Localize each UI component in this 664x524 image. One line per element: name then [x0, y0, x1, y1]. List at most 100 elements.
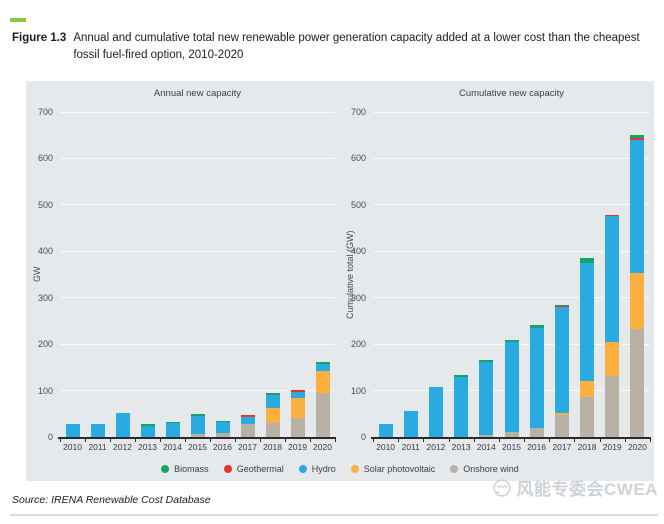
y-tick-label: 400 [350, 246, 366, 257]
bar-2020-onshore-wind [315, 393, 330, 437]
bar-2014-biomass [165, 421, 180, 424]
x-tick-label-2010: 2010 [376, 442, 396, 452]
bar-2014-onshore-wind [479, 435, 494, 437]
x-axis-tick [373, 438, 374, 442]
x-axis-tick [448, 438, 450, 442]
bar-2015-biomass [190, 414, 205, 416]
bar-2017-onshore-wind [554, 415, 569, 437]
bar-2019-hydro [605, 216, 620, 342]
gridline-700 [60, 111, 335, 113]
legend-item-hydro: Hydro [298, 464, 336, 474]
bar-2019-solar-photovoltaic [290, 398, 305, 418]
bar-2018-onshore-wind [580, 396, 595, 437]
gridline-500 [373, 204, 650, 206]
gridline-100 [60, 390, 335, 392]
legend-item-onshore-wind: Onshore wind [450, 464, 519, 474]
gridline-200 [60, 343, 335, 345]
bar-2011-hydro [90, 424, 105, 437]
figure-caption: Figure 1.3 Annual and cumulative total n… [12, 30, 645, 65]
bar-2016-hydro [529, 327, 544, 428]
y-tick-label: 400 [37, 246, 53, 257]
bar-2010-hydro [65, 424, 80, 437]
x-tick-label-2014: 2014 [163, 442, 182, 452]
figure-label: Figure 1.3 [12, 32, 67, 44]
x-axis-tick [335, 438, 336, 442]
bar-2020-geothermal [630, 138, 645, 140]
x-axis-tick [650, 438, 651, 442]
chart-panel: Annual new capacity GW 0 100 200 300 400 500 6… [26, 81, 654, 481]
x-axis-tick [135, 438, 136, 442]
bar-2017-solar-photovoltaic [554, 412, 569, 416]
y-tick-label: 300 [350, 292, 366, 303]
bar-2015-hydro [190, 415, 205, 435]
x-tick-label-2019: 2019 [288, 442, 307, 452]
gridline-600 [60, 157, 335, 159]
cumulative-chart-title: Cumulative new capacity [458, 88, 565, 99]
cumulative-chart: Cumulative new capacity Cumulative total… [339, 81, 651, 481]
bar-2018-biomass [580, 258, 595, 263]
x-tick-label-2012: 2012 [113, 442, 132, 452]
bar-2014-hydro [165, 423, 180, 437]
x-axis-tick [524, 438, 526, 442]
y-tick-label: 600 [350, 153, 366, 164]
annual-chart-title: Annual new capacity [153, 88, 242, 99]
bar-2017-hydro [240, 416, 255, 424]
x-tick-label-2018: 2018 [263, 442, 282, 452]
y-tick-label: 600 [37, 153, 53, 164]
x-axis-tick [398, 438, 400, 442]
bar-2010-hydro [378, 424, 393, 437]
legend-label: Hydro [311, 464, 336, 474]
bar-2016-biomass [215, 420, 230, 423]
bar-2019-hydro [290, 391, 305, 398]
wechat-face-icon [492, 478, 511, 497]
x-tick-label-2013: 2013 [451, 442, 471, 452]
legend-dot-biomass [161, 465, 170, 473]
x-axis-tick [110, 438, 111, 442]
x-axis-tick [599, 438, 601, 442]
gridline-600 [373, 157, 650, 159]
bar-2015-hydro [504, 341, 519, 432]
x-tick-label-2015: 2015 [188, 442, 207, 452]
y-tick-label: 500 [37, 199, 53, 210]
legend-dot-solar-photovoltaic [350, 465, 359, 473]
bar-2019-onshore-wind [605, 375, 620, 437]
x-tick-label-2018: 2018 [577, 442, 597, 452]
x-tick-label-2015: 2015 [502, 442, 521, 452]
bar-2019-geothermal [605, 215, 620, 217]
legend-label: Biomass [174, 464, 209, 474]
y-tick-label: 0 [47, 432, 53, 442]
y-tick-label: 200 [37, 339, 53, 350]
bar-2015-onshore-wind [504, 431, 519, 437]
accent-dash [10, 18, 26, 22]
x-axis-tick [185, 438, 186, 442]
bar-2016-onshore-wind [529, 427, 544, 437]
cumulative-plot-area [373, 111, 650, 437]
x-axis-tick [549, 438, 551, 442]
bar-2016-onshore-wind [215, 433, 230, 437]
x-axis-tick [260, 438, 261, 442]
x-axis-tick [160, 438, 161, 442]
y-tick-label: 700 [37, 107, 53, 117]
annual-chart: Annual new capacity GW 0 100 200 300 400 500 6… [26, 81, 336, 481]
legend-dot-geothermal [223, 465, 232, 473]
bar-2020-biomass [315, 362, 330, 365]
bar-2018-hydro [580, 262, 595, 382]
x-axis-tick [473, 438, 475, 442]
x-tick-label-2016: 2016 [527, 442, 547, 452]
legend-item-solar-photovoltaic: Solar photovoltaic [350, 464, 435, 474]
bar-2015-biomass [504, 339, 519, 342]
x-axis-tick [285, 438, 286, 442]
gridline-300 [373, 297, 650, 299]
bar-2020-hydro [630, 139, 645, 274]
bar-2018-solar-photovoltaic [580, 381, 595, 397]
y-tick-label: 500 [350, 199, 366, 210]
bar-2018-onshore-wind [265, 423, 280, 437]
x-tick-label-2017: 2017 [552, 442, 572, 452]
y-tick-label: 100 [37, 385, 53, 396]
x-tick-label-2017: 2017 [238, 442, 257, 452]
legend: Biomass Geothermal Hydro Solar photovoltaic… [26, 464, 654, 474]
bar-2014-hydro [479, 362, 494, 436]
x-axis-line [371, 437, 651, 439]
bar-2013-biomass [140, 424, 155, 426]
